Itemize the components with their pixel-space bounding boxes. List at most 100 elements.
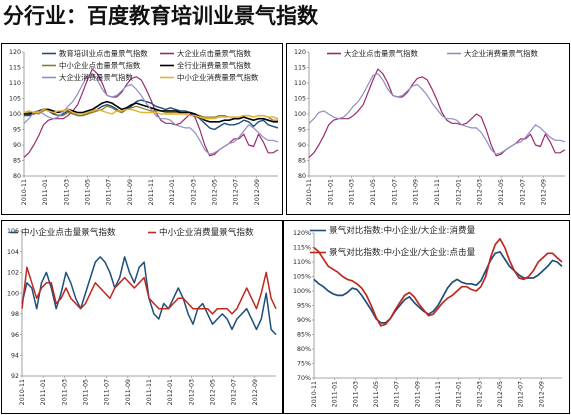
series-line (313, 250, 563, 324)
x-tick-label: 2012-03 (476, 381, 483, 407)
x-tick-label: 2012-09 (541, 179, 548, 205)
series-line (23, 68, 279, 158)
x-tick-label: 2011-03 (61, 379, 68, 405)
x-tick-label: 2010-11 (306, 179, 313, 205)
legend-label: 教育培训业点击量景气指数 (59, 49, 148, 58)
chart-panel-top-left: 80 85 90 95 100 105 110 115 120 2010-11 2011-01 201… (1, 43, 283, 215)
chart-panel-bottom-right: 70% 75% 80% 85% 90% 95% 100% 105% 110% 115% 120% 20… (283, 220, 570, 414)
y-tick-label: 70% (297, 375, 311, 382)
x-tick-label: 2010-11 (19, 379, 26, 405)
x-tick-label: 2011-11 (146, 379, 153, 405)
x-tick-label: 2012-03 (190, 179, 197, 205)
y-tick-label: 95 (298, 127, 306, 134)
y-tick-label: 104 (7, 249, 19, 256)
x-tick-label: 2011-05 (85, 179, 92, 205)
page-title: 分行业：百度教育培训业景气指数 (3, 4, 318, 28)
x-tick-label: 2012-07 (233, 179, 240, 205)
x-tick-label: 2012-01 (167, 379, 174, 405)
x-tick-label: 2012-05 (210, 379, 217, 405)
y-tick-label: 115% (293, 245, 311, 252)
y-tick-label: 94 (11, 352, 19, 359)
y-tick-label: 90 (13, 142, 21, 149)
x-tick-label: 2011-07 (106, 179, 113, 205)
x-tick-label: 2011-09 (127, 179, 134, 205)
y-tick-label: 120 (9, 49, 21, 56)
x-tick-label: 2012-03 (477, 179, 484, 205)
x-tick-label: 2011-05 (370, 179, 377, 205)
x-tick-label: 2011-03 (352, 381, 359, 407)
x-tick-label: 2011-01 (42, 179, 49, 205)
series-line (21, 266, 277, 315)
x-tick-label: 2011-09 (125, 379, 132, 405)
x-tick-label: 2011-11 (148, 179, 155, 205)
x-tick-label: 2011-01 (40, 379, 47, 405)
x-tick-label: 2012-05 (212, 179, 219, 205)
y-tick-label: 85 (13, 158, 21, 165)
x-tick-label: 2012-09 (538, 381, 545, 407)
legend-label: 中小企业点击量景气指数 (21, 226, 116, 238)
y-tick-label: 92 (11, 373, 19, 380)
legend-label: 中小企业消费量景气指数 (159, 226, 254, 238)
y-tick-label: 95 (13, 127, 21, 134)
legend-label: 大企业点击量景气指数 (177, 49, 252, 58)
y-tick-label: 120 (294, 49, 306, 56)
series-line (23, 73, 279, 155)
x-tick-label: 2010-11 (21, 179, 28, 205)
x-tick-label: 2012-07 (518, 381, 525, 407)
y-tick-label: 95% (297, 303, 311, 310)
x-tick-label: 2011-07 (391, 179, 398, 205)
y-tick-label: 110 (294, 80, 306, 87)
legend-label: 全行业消费量景气指数 (177, 61, 252, 70)
x-tick-label: 2012-01 (455, 179, 462, 205)
chart-bottom-right: 70% 75% 80% 85% 90% 95% 100% 105% 110% 115% 120% 20… (293, 224, 563, 407)
x-tick-label: 2011-03 (349, 179, 356, 205)
x-tick-label: 2012-05 (498, 179, 505, 205)
y-tick-label: 90% (297, 317, 311, 324)
legend-label: 中小企业点击量景气指数 (59, 61, 141, 70)
x-tick-label: 2011-01 (332, 381, 339, 407)
y-tick-label: 75% (297, 361, 311, 368)
legend-label: 景气对比指数:中小企业/大企业:消费量 (329, 224, 476, 236)
legend-label: 大企业点击量景气指数 (344, 49, 419, 58)
series-line (23, 108, 279, 120)
chart-top-left: 80 85 90 95 100 105 110 115 120 2010-11 2011-01 201… (9, 49, 279, 205)
y-tick-label: 100 (294, 111, 306, 118)
x-tick-label: 2011-01 (327, 179, 334, 205)
series-line (308, 73, 566, 155)
series-line (313, 237, 563, 327)
y-tick-label: 120% (293, 230, 311, 237)
y-tick-label: 80 (13, 173, 21, 180)
x-tick-label: 2012-07 (519, 179, 526, 205)
y-tick-label: 90 (298, 142, 306, 149)
y-tick-label: 110 (9, 80, 21, 87)
y-tick-label: 96 (11, 332, 19, 339)
y-tick-label: 105 (294, 96, 306, 103)
y-tick-label: 110% (293, 259, 311, 266)
legend-label: 大企业消费量景气指数 (59, 73, 134, 82)
x-tick-label: 2011-11 (434, 179, 441, 205)
y-tick-label: 85% (297, 332, 311, 339)
x-tick-label: 2012-01 (456, 381, 463, 407)
x-tick-label: 2012-01 (169, 179, 176, 205)
chart-bottom-left: 92 94 96 98 100 102 104 106 2010-11 2011-01 2011-0… (7, 226, 277, 405)
y-tick-label: 115 (9, 65, 21, 72)
x-tick-label: 2012-09 (252, 379, 259, 405)
x-tick-label: 2012-09 (254, 179, 261, 205)
x-tick-label: 2012-03 (188, 379, 195, 405)
x-tick-label: 2011-03 (63, 179, 70, 205)
series-line (308, 68, 566, 158)
x-tick-label: 2012-05 (497, 381, 504, 407)
x-tick-label: 2011-05 (83, 379, 90, 405)
y-tick-label: 80% (297, 346, 311, 353)
x-tick-label: 2011-11 (435, 381, 442, 407)
y-tick-label: 105% (293, 274, 311, 281)
legend-label: 中小企业消费量景气指数 (177, 73, 259, 82)
y-tick-label: 100 (7, 290, 19, 297)
y-tick-label: 115 (294, 65, 306, 72)
y-tick-label: 98 (11, 311, 19, 318)
y-tick-label: 105 (9, 96, 21, 103)
series-line (24, 99, 279, 131)
x-tick-label: 2011-05 (373, 381, 380, 407)
y-tick-label: 100 (9, 111, 21, 118)
x-tick-label: 2012-07 (231, 379, 238, 405)
